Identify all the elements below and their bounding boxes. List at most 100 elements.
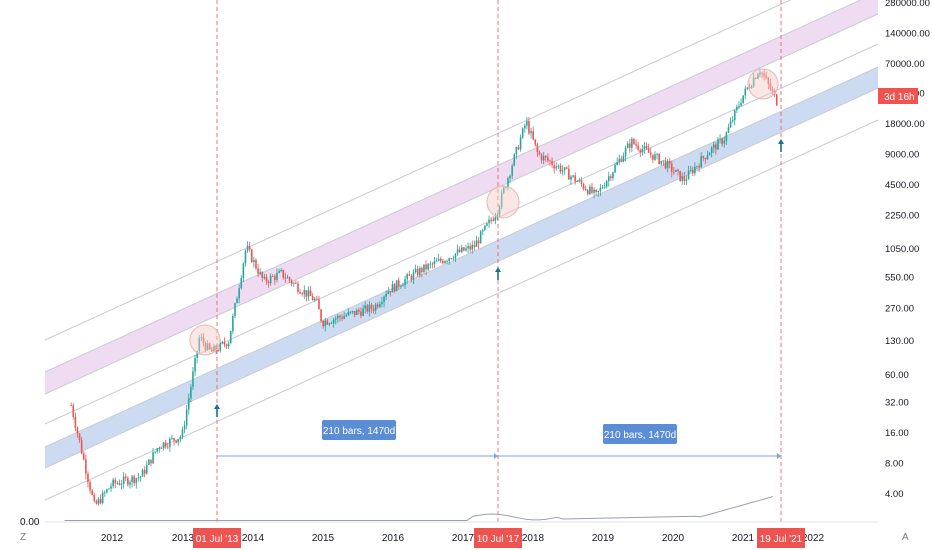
candle-body-81	[240, 277, 243, 289]
candle-body-297	[694, 166, 696, 174]
candle-body-122	[326, 320, 329, 325]
candle-body-314	[729, 121, 732, 128]
date-tag-label-1: 10 Jul '17	[477, 534, 520, 545]
candle-body-32	[137, 477, 140, 479]
candle-body-137	[358, 310, 360, 312]
candle-body-287	[673, 171, 675, 173]
candle-body-149	[383, 296, 385, 303]
candle-body-141	[366, 305, 369, 312]
candle-body-23	[118, 483, 121, 485]
candle-body-147	[379, 303, 381, 307]
candle-body-219	[530, 131, 532, 134]
y-tick-label-16: 4.00	[885, 489, 904, 500]
candle-body-21	[114, 479, 117, 484]
candle-body-336	[775, 94, 778, 106]
candle-body-5	[80, 440, 83, 454]
candle-body-126	[334, 318, 337, 320]
auto-scale-button[interactable]: A	[902, 532, 909, 543]
timezone-button[interactable]: Z	[20, 532, 27, 543]
candle-body-34	[141, 470, 144, 477]
candle-body-273	[643, 146, 646, 150]
candle-body-194	[477, 240, 480, 244]
candle-body-18	[108, 488, 110, 490]
candle-body-247	[589, 186, 591, 195]
channel-line-6	[44, 119, 879, 501]
channel-line-5	[44, 87, 879, 469]
candle-body-133	[349, 311, 352, 313]
candle-body-113	[307, 290, 310, 297]
candle-body-177	[442, 260, 444, 264]
candle-body-189	[467, 246, 469, 249]
volume-zero-label: 0.00	[20, 517, 40, 528]
candle-body-288	[675, 169, 677, 172]
candle-body-77	[232, 315, 234, 332]
candle-body-142	[368, 304, 371, 312]
candle-body-8	[87, 473, 89, 483]
candle-body-67	[211, 348, 213, 352]
candle-body-153	[391, 284, 394, 293]
candle-body-103	[286, 277, 289, 279]
candle-body-94	[267, 281, 270, 284]
candle-body-185	[458, 249, 461, 252]
candle-body-227	[547, 157, 549, 161]
highlight-circle-1	[486, 185, 520, 219]
candle-body-223	[538, 152, 541, 155]
candle-body-203	[496, 214, 499, 217]
candle-body-43	[160, 448, 163, 449]
candle-body-286	[670, 163, 673, 172]
candle-body-115	[311, 296, 314, 301]
candle-body-255	[605, 181, 608, 187]
candle-body-188	[465, 248, 467, 251]
candle-body-75	[227, 343, 230, 347]
candle-body-25	[122, 476, 125, 484]
candle-body-124	[330, 323, 333, 324]
candle-body-184	[456, 249, 459, 254]
candle-body-302	[704, 157, 707, 160]
y-tick-label-14: 16.00	[885, 428, 909, 439]
candle-body-131	[345, 315, 348, 317]
date-marker-lines	[216, 0, 782, 522]
candle-body-278	[654, 154, 656, 160]
measure-arrow-2	[777, 453, 781, 459]
volume-area: 0.00	[20, 496, 878, 528]
candle-body-329	[761, 72, 763, 74]
candle-body-267	[631, 139, 633, 148]
y-tick-label-15: 8.00	[885, 458, 904, 469]
candle-body-300	[700, 156, 702, 168]
candle-body-315	[731, 120, 734, 122]
candle-body-332	[767, 78, 770, 84]
candle-body-130	[343, 316, 345, 319]
candle-body-145	[374, 304, 377, 311]
y-tick-label-4: 18000.00	[885, 119, 925, 130]
candle-body-29	[131, 476, 133, 483]
candle-body-117	[316, 298, 318, 300]
candle-body-251	[597, 190, 600, 192]
candle-body-167	[421, 268, 423, 273]
candle-body-327	[757, 74, 759, 79]
channel-line-0	[44, 0, 792, 341]
candle-body-14	[99, 498, 102, 504]
measurements: 210 bars, 1470d 210 bars, 1470d	[217, 420, 781, 459]
candle-body-144	[372, 308, 375, 311]
candle-body-106	[292, 282, 295, 284]
candle-body-78	[234, 303, 236, 316]
candle-body-305	[710, 147, 713, 154]
candle-body-211	[513, 154, 516, 166]
candle-body-68	[213, 346, 215, 352]
candle-body-120	[322, 321, 324, 327]
candle-body-71	[219, 342, 222, 351]
candle-body-50	[175, 440, 177, 443]
candle-body-229	[551, 161, 553, 166]
y-tick-label-1: 140000.00	[885, 28, 930, 39]
candle-body-192	[473, 244, 476, 247]
candle-body-22	[116, 483, 119, 484]
candle-body-253	[601, 187, 604, 189]
candle-body-116	[313, 298, 316, 301]
candle-body-326	[754, 77, 757, 79]
candle-body-150	[385, 293, 387, 297]
candle-body-181	[450, 258, 453, 259]
candle-body-299	[698, 166, 700, 168]
candle-body-96	[271, 275, 274, 277]
